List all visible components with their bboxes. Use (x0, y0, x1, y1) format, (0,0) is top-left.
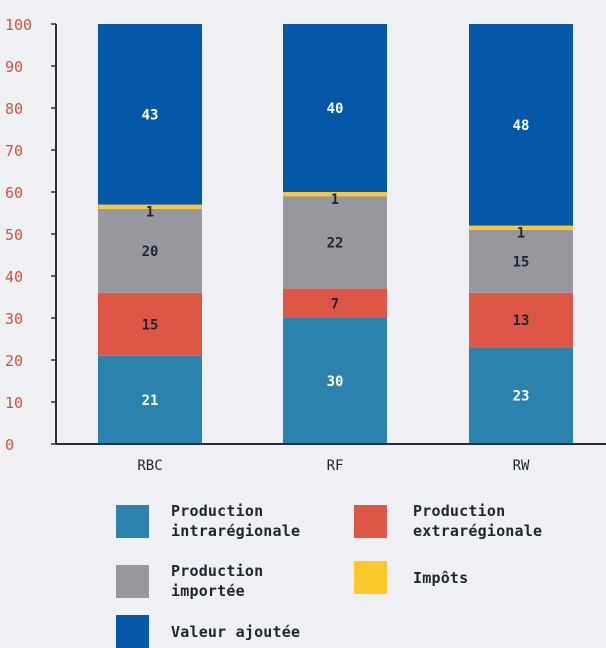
y-tick-label: 90 (5, 58, 23, 76)
legend-swatch (354, 504, 387, 538)
x-tick-label: RBC (137, 458, 162, 470)
bar-segment (469, 24, 573, 226)
bar-segment (469, 229, 573, 293)
legend-label: Production importée (171, 562, 264, 600)
bar-segment (98, 292, 202, 356)
y-tick-label: 30 (5, 310, 23, 328)
data-label: 30 (327, 374, 344, 390)
data-label: 43 (142, 107, 159, 123)
bar-segment (283, 318, 387, 444)
data-label: 1 (517, 226, 525, 242)
bar-segment (469, 347, 573, 444)
data-label: 21 (142, 393, 159, 409)
stacked-bar-chart: 0 10 20 30 40 50 60 70 80 90 100 21 15 20 1 43 RBC 30 7 22 1… (5, 16, 606, 470)
bar-segment (283, 196, 387, 289)
data-label: 15 (142, 317, 159, 333)
y-tick-label: 60 (5, 184, 23, 202)
legend-item-intraregionale: Production intrarégionale (116, 501, 300, 541)
bar-segment (283, 288, 387, 318)
y-tick-label: 80 (5, 100, 23, 118)
data-label: 15 (513, 254, 530, 270)
legend-swatch (116, 504, 149, 538)
bar-segment (98, 204, 202, 209)
bar-segment (98, 24, 202, 205)
data-label: 20 (142, 244, 159, 260)
bar-segment (98, 208, 202, 293)
data-label: 7 (331, 296, 339, 312)
data-label: 40 (327, 101, 344, 117)
legend-item-impots: Impôts (354, 561, 468, 594)
y-tick-label: 100 (5, 16, 32, 34)
data-label: 48 (513, 118, 530, 134)
legend-swatch (354, 561, 387, 594)
data-label: 13 (513, 313, 530, 329)
y-tick-label: 0 (5, 436, 14, 454)
y-tick-label: 20 (5, 352, 23, 370)
x-tick-label: RW (513, 458, 530, 470)
legend-item-importee: Production importée (116, 561, 263, 601)
legend-label: Production intrarégionale (171, 502, 301, 540)
legend-swatch (116, 564, 149, 598)
bar-segment (98, 355, 202, 444)
legend-item-extraregionale: Production extrarégionale (354, 501, 542, 541)
y-tick-label: 50 (5, 226, 23, 244)
legend-label: Impôts (413, 568, 469, 587)
legend-item-valeur-ajoutee: Valeur ajoutée (116, 615, 300, 648)
bar-segment (283, 192, 387, 197)
legend-swatch (116, 615, 149, 648)
data-label: 22 (327, 235, 344, 251)
legend-label: Valeur ajoutée (171, 622, 301, 641)
data-label: 1 (146, 205, 154, 221)
x-tick-label: RF (327, 458, 344, 470)
bar-segment (469, 292, 573, 348)
bar-segment (469, 225, 573, 230)
data-label: 1 (331, 192, 339, 208)
y-tick-label: 70 (5, 142, 23, 160)
legend-label: Production extrarégionale (413, 502, 543, 540)
y-tick-label: 10 (5, 394, 23, 412)
data-label: 23 (513, 389, 530, 405)
bar-segment (283, 24, 387, 192)
y-tick-label: 40 (5, 268, 23, 286)
